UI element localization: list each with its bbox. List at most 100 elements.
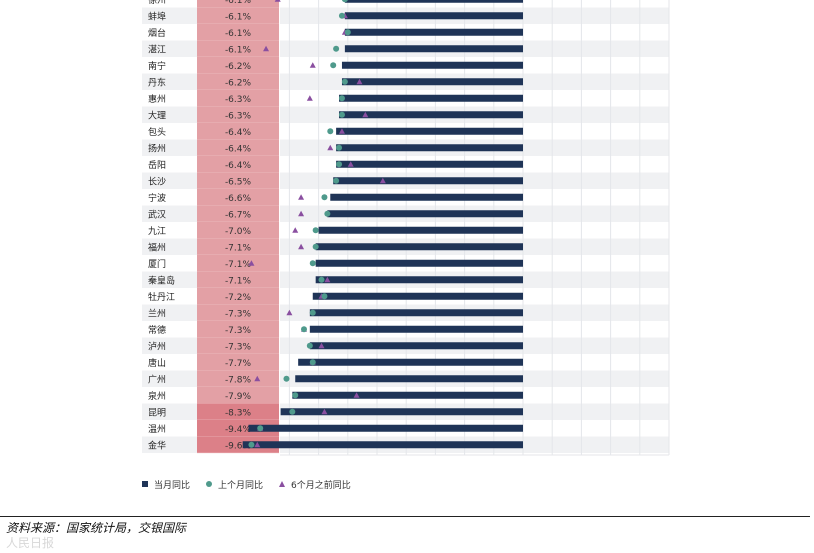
value-label: -7.0% [225, 227, 252, 237]
value-label-cell [197, 90, 279, 107]
bar-current-month [341, 61, 523, 69]
marker-last-month [318, 276, 325, 283]
value-label-cell [197, 156, 279, 173]
bar-current-month [336, 127, 523, 135]
marker-last-month [338, 111, 345, 118]
marker-six-months-ago [248, 260, 255, 266]
value-label-cell [197, 304, 279, 321]
marker-six-months-ago [298, 194, 305, 200]
legend-triangle-swatch [279, 481, 286, 487]
marker-six-months-ago [263, 45, 270, 52]
marker-six-months-ago [274, 0, 281, 2]
value-label-cell [197, 24, 279, 41]
city-label: 泉州 [148, 390, 166, 402]
source-note: 资料来源：国家统计局，交银国际 [6, 521, 187, 535]
marker-last-month [324, 210, 331, 217]
marker-last-month [257, 425, 264, 432]
bar-current-month [309, 309, 523, 317]
row-stripe-city [142, 106, 197, 123]
value-label: -6.3% [225, 111, 252, 121]
marker-six-months-ago [318, 342, 325, 349]
marker-six-months-ago [298, 243, 305, 250]
value-label: -6.4% [225, 161, 252, 171]
value-label: -6.5% [225, 177, 252, 187]
legend-item-six-months: 6个月之前同比 [279, 478, 351, 491]
watermark: 人民日报 [6, 536, 55, 550]
value-label: -7.7% [225, 359, 252, 369]
value-label: -7.3% [225, 309, 252, 319]
value-label: -7.1% [225, 243, 252, 253]
value-label: -6.1% [225, 0, 252, 6]
legend-label-six-months: 6个月之前同比 [291, 480, 351, 491]
marker-last-month [338, 12, 345, 19]
city-label: 福州 [148, 241, 166, 253]
marker-six-months-ago [362, 111, 369, 118]
city-label: 牡丹江 [148, 291, 175, 303]
marker-six-months-ago [309, 62, 316, 68]
value-label: -7.3% [225, 326, 252, 336]
value-label-cell [197, 370, 279, 387]
marker-last-month [330, 62, 337, 69]
row-stripe-city [142, 304, 197, 321]
marker-last-month [283, 375, 290, 382]
marker-six-months-ago [338, 128, 345, 134]
value-label: -9.6% [225, 441, 252, 451]
city-label: 温州 [148, 424, 166, 435]
row-stripe-city [142, 7, 197, 24]
marker-last-month [309, 309, 316, 316]
row-stripe-city [142, 436, 197, 453]
value-label: -6.4% [225, 144, 252, 154]
value-label-cell [197, 172, 279, 189]
bar-current-month [318, 226, 523, 234]
bar-current-month [295, 375, 523, 383]
value-label: -7.9% [225, 392, 252, 402]
marker-six-months-ago [324, 276, 331, 283]
value-label: -6.1% [225, 29, 252, 39]
value-label-cell [197, 7, 279, 24]
value-label-cell [197, 271, 279, 288]
value-label: -7.8% [225, 375, 252, 385]
value-label-cell [197, 337, 279, 354]
bar-current-month [292, 391, 523, 399]
value-label-cell [197, 57, 279, 74]
bar-current-month [339, 111, 523, 119]
city-label: 常德 [148, 324, 166, 336]
marker-last-month [341, 0, 348, 3]
value-label-cell [197, 255, 279, 272]
marker-last-month [309, 359, 316, 366]
city-label: 大理 [148, 109, 166, 121]
bar-current-month [344, 0, 523, 3]
value-label-cell [197, 40, 279, 57]
value-label-cell [197, 288, 279, 305]
marker-six-months-ago [254, 375, 261, 382]
legend-label-current: 当月同比 [154, 480, 191, 491]
row-stripe-city [142, 370, 197, 387]
value-label: -6.6% [225, 194, 252, 204]
value-label: -6.4% [225, 128, 252, 138]
value-label: -7.2% [225, 293, 252, 303]
bar-current-month [344, 45, 523, 53]
marker-six-months-ago [298, 210, 305, 217]
value-label-cell [197, 403, 279, 420]
city-label: 南宁 [148, 60, 166, 72]
value-label: -6.3% [225, 95, 252, 105]
marker-six-months-ago [327, 144, 334, 151]
value-label-cell [197, 387, 279, 404]
bar-current-month [344, 12, 523, 20]
chart-legend: 当月同比 上个月同比 6个月之前同比 [142, 477, 367, 491]
legend-label-last-month: 上个月同比 [218, 480, 264, 491]
row-stripe-city [142, 337, 197, 354]
value-label: -8.3% [225, 408, 252, 418]
bar-current-month [248, 424, 523, 432]
marker-last-month [309, 260, 316, 267]
city-label: 秦皇岛 [148, 274, 175, 286]
legend-item-current: 当月同比 [142, 478, 190, 491]
row-stripe-city [142, 403, 197, 420]
city-label: 厦门 [148, 258, 166, 270]
marker-six-months-ago [321, 408, 328, 415]
marker-last-month [336, 161, 343, 168]
city-label: 岳阳 [148, 159, 166, 171]
marker-last-month [321, 194, 328, 201]
marker-last-month [336, 144, 343, 151]
city-label: 包头 [148, 126, 166, 138]
